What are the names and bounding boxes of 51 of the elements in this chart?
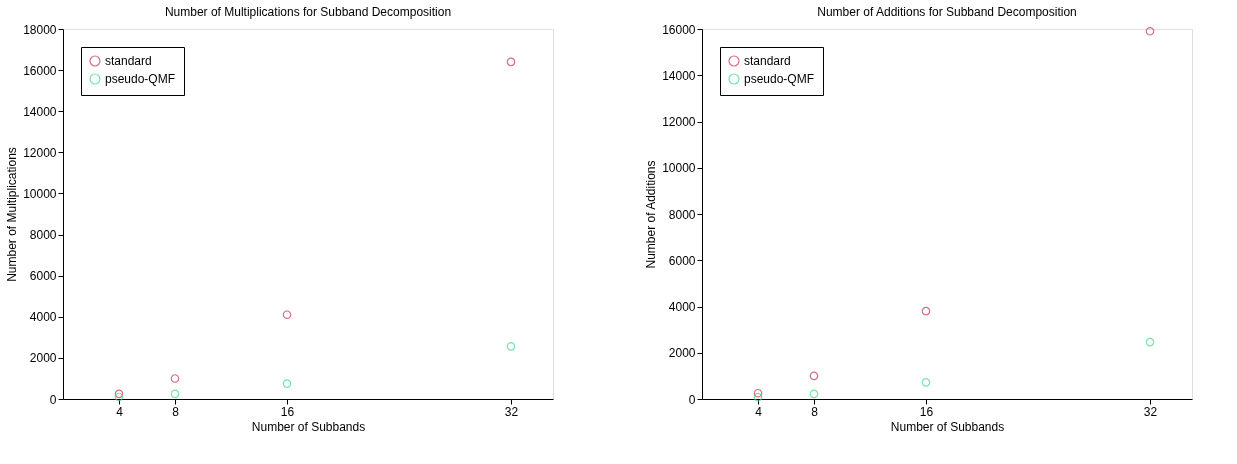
point <box>921 378 931 387</box>
x-tick-label: 32 <box>504 404 519 419</box>
y-tick-label: 14000 <box>662 68 696 83</box>
point <box>506 342 516 351</box>
y-tick-label: 18000 <box>23 22 57 37</box>
x-axis-title: Number of Subbands <box>251 419 366 434</box>
y-tick-label: 6000 <box>29 269 57 284</box>
y-tick-label: 10000 <box>662 161 696 176</box>
y-tick-label: 12000 <box>662 115 696 129</box>
legend-label: pseudo-QMF <box>105 72 176 86</box>
chart-title: Number of Additions for Subband Decomposition <box>817 5 1077 19</box>
point <box>506 57 516 67</box>
y-tick-label: 16000 <box>662 22 696 37</box>
x-tick-label: 32 <box>1143 404 1158 419</box>
y-tick-label: 8000 <box>668 207 696 222</box>
point <box>809 371 819 381</box>
point <box>753 392 763 402</box>
x-tick-label: 16 <box>919 404 934 419</box>
x-tick-label: 4 <box>755 404 763 419</box>
y-tick-label: 4000 <box>668 300 696 314</box>
point <box>809 389 819 399</box>
y-tick-label: 8000 <box>29 228 57 243</box>
point <box>170 374 180 383</box>
y-tick-label: 0 <box>688 392 696 407</box>
y-tick-label: 12000 <box>23 145 57 160</box>
chart-title: Number of Multiplications for Subband Decomposition <box>164 5 452 19</box>
legend-label: pseudo-QMF <box>744 72 815 86</box>
y-axis-title: Number of Additions <box>644 160 659 269</box>
y-tick-label: 0 <box>49 392 57 407</box>
legend-label: standard <box>744 54 791 68</box>
point <box>1145 337 1155 347</box>
y-tick-label: 6000 <box>668 253 696 268</box>
y-tick-label: 10000 <box>23 186 57 201</box>
y-tick-label: 2000 <box>668 346 696 361</box>
x-axis-title: Number of Subbands <box>890 419 1005 434</box>
y-tick-label: 14000 <box>23 104 57 119</box>
x-tick-label: 4 <box>116 404 124 419</box>
point <box>753 388 763 398</box>
y-tick-label: 2000 <box>29 351 57 366</box>
y-tick-label: 4000 <box>29 310 57 325</box>
y-axis-title: Number of Multiplications <box>5 147 20 282</box>
y-tick-label: 16000 <box>23 63 57 78</box>
point <box>1145 27 1155 36</box>
x-tick-label: 8 <box>811 404 819 419</box>
legend-label: standard <box>105 54 152 68</box>
point <box>282 310 292 320</box>
point <box>170 389 180 399</box>
point <box>921 306 931 316</box>
point <box>282 379 292 388</box>
x-tick-label: 8 <box>172 404 180 419</box>
x-tick-label: 16 <box>280 404 295 419</box>
